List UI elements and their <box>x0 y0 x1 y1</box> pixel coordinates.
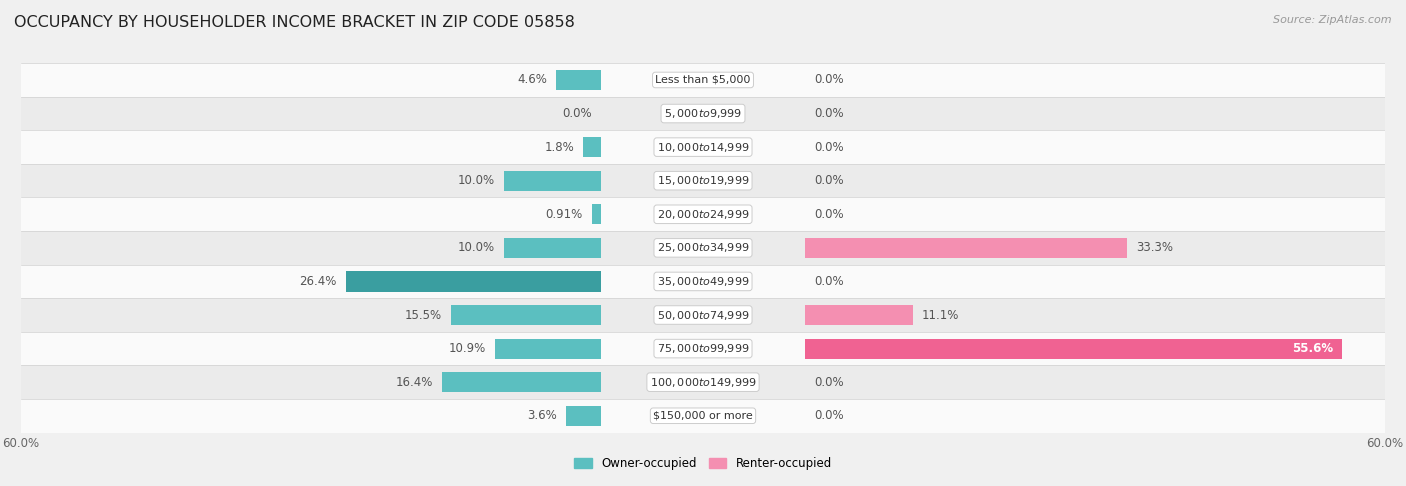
FancyBboxPatch shape <box>21 365 1385 399</box>
Text: 0.0%: 0.0% <box>814 208 844 221</box>
Text: 4.6%: 4.6% <box>517 73 547 87</box>
FancyBboxPatch shape <box>21 197 1385 231</box>
Bar <box>567 406 600 426</box>
Bar <box>451 305 600 325</box>
Text: $100,000 to $149,999: $100,000 to $149,999 <box>650 376 756 389</box>
Text: 16.4%: 16.4% <box>396 376 433 389</box>
FancyBboxPatch shape <box>21 63 1385 97</box>
FancyBboxPatch shape <box>21 332 1385 365</box>
Bar <box>505 238 600 258</box>
Text: $15,000 to $19,999: $15,000 to $19,999 <box>657 174 749 187</box>
Text: $10,000 to $14,999: $10,000 to $14,999 <box>657 140 749 154</box>
Legend: Owner-occupied, Renter-occupied: Owner-occupied, Renter-occupied <box>569 452 837 475</box>
Text: 0.0%: 0.0% <box>814 140 844 154</box>
Text: 11.1%: 11.1% <box>921 309 959 322</box>
Text: 0.0%: 0.0% <box>814 107 844 120</box>
FancyBboxPatch shape <box>21 399 1385 433</box>
Bar <box>495 339 600 359</box>
Bar <box>583 137 600 157</box>
Text: 0.0%: 0.0% <box>814 275 844 288</box>
Text: 0.0%: 0.0% <box>562 107 592 120</box>
Text: 10.0%: 10.0% <box>458 174 495 187</box>
Bar <box>806 238 1128 258</box>
Bar <box>806 339 1343 359</box>
Bar <box>505 171 600 191</box>
FancyBboxPatch shape <box>21 130 1385 164</box>
Text: $25,000 to $34,999: $25,000 to $34,999 <box>657 242 749 254</box>
Text: $5,000 to $9,999: $5,000 to $9,999 <box>664 107 742 120</box>
Text: 55.6%: 55.6% <box>1292 342 1333 355</box>
Text: 0.0%: 0.0% <box>814 409 844 422</box>
Text: 10.0%: 10.0% <box>458 242 495 254</box>
Bar <box>557 70 600 90</box>
Text: $75,000 to $99,999: $75,000 to $99,999 <box>657 342 749 355</box>
FancyBboxPatch shape <box>21 298 1385 332</box>
FancyBboxPatch shape <box>21 265 1385 298</box>
Bar <box>443 372 600 392</box>
FancyBboxPatch shape <box>21 164 1385 197</box>
Text: Less than $5,000: Less than $5,000 <box>655 75 751 85</box>
Text: 0.0%: 0.0% <box>814 376 844 389</box>
Text: $150,000 or more: $150,000 or more <box>654 411 752 421</box>
FancyBboxPatch shape <box>21 97 1385 130</box>
Text: 26.4%: 26.4% <box>299 275 336 288</box>
Text: 1.8%: 1.8% <box>544 140 574 154</box>
Text: 10.9%: 10.9% <box>449 342 486 355</box>
Text: 15.5%: 15.5% <box>405 309 441 322</box>
Bar <box>346 271 600 292</box>
Text: $20,000 to $24,999: $20,000 to $24,999 <box>657 208 749 221</box>
Text: 0.91%: 0.91% <box>546 208 583 221</box>
Bar <box>806 305 912 325</box>
Text: OCCUPANCY BY HOUSEHOLDER INCOME BRACKET IN ZIP CODE 05858: OCCUPANCY BY HOUSEHOLDER INCOME BRACKET … <box>14 15 575 30</box>
Text: 0.0%: 0.0% <box>814 174 844 187</box>
Text: 0.0%: 0.0% <box>814 73 844 87</box>
Text: 33.3%: 33.3% <box>1136 242 1173 254</box>
Text: $50,000 to $74,999: $50,000 to $74,999 <box>657 309 749 322</box>
Bar <box>592 204 600 225</box>
FancyBboxPatch shape <box>21 231 1385 265</box>
Text: Source: ZipAtlas.com: Source: ZipAtlas.com <box>1274 15 1392 25</box>
Text: 3.6%: 3.6% <box>527 409 557 422</box>
Text: $35,000 to $49,999: $35,000 to $49,999 <box>657 275 749 288</box>
